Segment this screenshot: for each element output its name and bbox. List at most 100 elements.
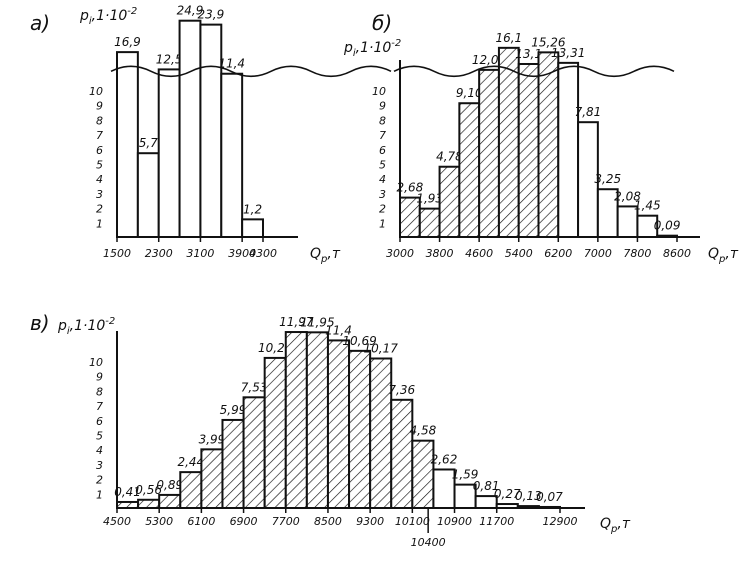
bar-value-label: 7,53: [241, 380, 268, 394]
y-tick-label: 2: [96, 203, 103, 216]
x-tick-label: 3000: [386, 247, 414, 260]
y-tick-label: 1: [379, 217, 386, 230]
x-tick-label: 6900: [230, 515, 258, 528]
histogram-bar: [348, 349, 372, 509]
bar-value-label: 5,7: [139, 136, 158, 150]
bar-value-label: 13,31: [551, 46, 585, 60]
y-tick-label: 3: [379, 188, 386, 201]
bar-value-label: 0,07: [536, 490, 563, 504]
x-tick-label: 7000: [584, 247, 612, 260]
x-tick-label: 4500: [103, 515, 131, 528]
x-tick-label: 6100: [187, 515, 215, 528]
axis-break-mark: [393, 65, 675, 78]
y-tick-label: 9: [96, 371, 103, 384]
y-tick-label: 7: [96, 129, 103, 142]
x-tick-label: 12900: [543, 515, 578, 528]
bar-value-label: 2,44: [177, 455, 204, 469]
histogram-bar: [220, 72, 244, 238]
bar-value-label: 0,27: [494, 487, 521, 501]
bar-value-label: 0,13: [515, 489, 542, 503]
y-tick-label: 5: [379, 159, 386, 172]
histogram-bar: [242, 396, 266, 509]
panel-label: а): [30, 11, 50, 35]
x-tick-label: 7700: [272, 515, 300, 528]
x-axis-label: Qp,т: [600, 516, 631, 535]
histogram-bar: [136, 152, 160, 239]
x-tick-label: 7800: [623, 247, 651, 260]
y-tick-label: 10: [89, 85, 103, 98]
x-tick-label: 3100: [186, 247, 214, 260]
bar-value-label: 0,89: [156, 478, 183, 492]
histogram-bar: [137, 498, 161, 510]
y-tick-label: 2: [96, 474, 103, 487]
bar-value-label: 7,81: [575, 105, 602, 119]
x-tick-label: 4300: [249, 247, 277, 260]
histogram-bar: [326, 339, 351, 510]
bar-value-label: 10,69: [342, 334, 376, 348]
y-tick-label: 5: [96, 430, 103, 443]
bar-value-label: 4,78: [436, 150, 463, 164]
x-axis-label: Qp,т: [310, 246, 341, 265]
bar-value-label: 1,59: [452, 468, 479, 482]
y-tick-label: 1: [96, 488, 103, 501]
bar-value-label: 7,36: [388, 383, 415, 397]
bar-value-label: 2,08: [614, 189, 641, 203]
x-tick-label: 3900: [228, 247, 256, 260]
histogram-bar: [284, 331, 308, 509]
x-tick-label: 8500: [314, 515, 342, 528]
y-tick-label: 3: [96, 188, 103, 201]
bar-value-label: 1,93: [416, 192, 443, 206]
histogram-bar: [537, 51, 560, 238]
y-tick-label: 9: [379, 100, 386, 113]
bar-value-label: 9,10: [456, 86, 483, 100]
histogram-bar: [263, 356, 287, 509]
histogram-bar: [241, 218, 264, 238]
y-axis-label: pi,1·10-2: [57, 316, 115, 337]
x-axis-label: Qp,т: [708, 246, 739, 265]
bar-value-label: 0,41: [114, 485, 141, 499]
histogram-bar: [179, 471, 203, 509]
bar-value-label: 24,9: [177, 4, 204, 18]
x-marker-label: 10400: [411, 536, 446, 549]
bar-value-label: 4,58: [410, 424, 437, 438]
histogram-bar: [557, 61, 580, 238]
bar-value-label: 2,68: [397, 181, 424, 195]
histogram-bar: [369, 357, 393, 509]
bar-value-label: 10,21: [258, 341, 292, 355]
y-tick-label: 4: [96, 444, 103, 457]
histogram-bar: [458, 102, 481, 239]
y-tick-label: 4: [379, 173, 386, 186]
bar-value-label: 0,09: [654, 219, 681, 233]
histogram-bar: [517, 62, 540, 238]
bar-value-label: 11,95: [300, 315, 334, 329]
y-tick-label: 10: [372, 85, 386, 98]
y-tick-label: 6: [96, 415, 103, 428]
bar-value-label: 23,9: [197, 8, 224, 22]
x-tick-label: 1500: [103, 247, 131, 260]
x-tick-label: 5300: [145, 515, 173, 528]
histogram-bar: [221, 418, 245, 509]
histogram-bar: [411, 439, 435, 510]
bar-value-label: 2,62: [431, 452, 458, 466]
x-tick-label: 11700: [479, 515, 514, 528]
histogram-bar: [497, 46, 520, 239]
x-tick-label: 10900: [437, 515, 472, 528]
bar-value-label: 5,99: [220, 403, 247, 417]
y-tick-label: 6: [379, 144, 386, 157]
bar-value-label: 10,17: [364, 342, 399, 356]
x-tick-label: 5400: [505, 247, 533, 260]
x-tick-label: 8600: [663, 247, 691, 260]
y-tick-label: 9: [96, 100, 103, 113]
panel-b-histogram: б)pi,1·10-2123456789102,681,934,789,1012…: [343, 11, 739, 265]
x-tick-label: 2300: [145, 247, 173, 260]
panel-a-histogram: а) pi,1·10-21234567891016,95,712,524,923,…: [30, 4, 392, 265]
y-axis-label: pi,1·10-2: [79, 6, 137, 27]
histogram-bar: [116, 51, 139, 238]
y-tick-label: 7: [379, 129, 386, 142]
histogram-bar: [178, 19, 202, 239]
histogram-bar: [200, 448, 224, 509]
panel-label: в): [30, 311, 50, 335]
histogram-bar: [418, 207, 441, 238]
bar-value-label: 15,26: [531, 35, 566, 49]
x-tick-label: 3800: [426, 247, 454, 260]
